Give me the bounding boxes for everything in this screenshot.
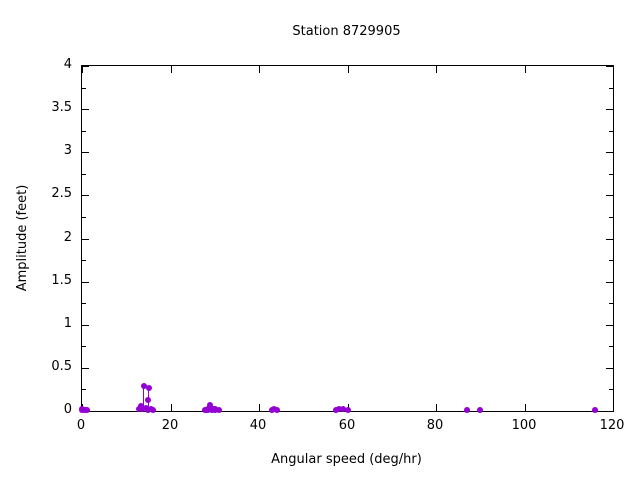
y-minor-tick (82, 217, 86, 218)
data-point (477, 407, 484, 414)
x-tick-label: 120 (599, 418, 625, 433)
y-tick-label: 1.5 (51, 273, 72, 288)
y-tick-label: 4 (63, 57, 72, 72)
x-tick (525, 404, 526, 411)
y-tick-mirror (606, 411, 613, 412)
y-tick-label: 2.5 (51, 186, 72, 201)
y-tick (82, 282, 89, 283)
data-point (463, 407, 470, 414)
x-tick-label: 80 (426, 418, 444, 433)
chart-title: Station 8729905 (292, 24, 401, 39)
x-tick-mirror (436, 66, 437, 73)
y-tick-mirror (606, 325, 613, 326)
data-point (145, 384, 152, 391)
x-tick-label: 20 (161, 418, 179, 433)
x-tick-label: 40 (249, 418, 267, 433)
y-tick-mirror (606, 239, 613, 240)
y-tick-mirror (606, 152, 613, 153)
x-tick-mirror (348, 66, 349, 73)
y-minor-tick-mirror (609, 88, 613, 89)
data-point (205, 407, 212, 414)
y-minor-tick (82, 131, 86, 132)
data-point (140, 382, 147, 389)
x-tick (259, 404, 260, 411)
data-point (83, 407, 90, 414)
y-tick (82, 66, 89, 67)
y-tick-label: 1 (63, 316, 72, 331)
x-tick (613, 404, 614, 411)
y-tick (82, 152, 89, 153)
data-point (212, 406, 219, 413)
x-tick (171, 404, 172, 411)
y-tick (82, 368, 89, 369)
data-point (138, 402, 145, 409)
x-tick-label: 60 (338, 418, 356, 433)
x-tick-label: 100 (511, 418, 537, 433)
y-tick (82, 239, 89, 240)
data-point (138, 406, 145, 413)
y-tick-mirror (606, 66, 613, 67)
y-tick (82, 109, 89, 110)
data-point (340, 406, 346, 413)
y-minor-tick (82, 174, 86, 175)
y-minor-tick (82, 303, 86, 304)
impulse-stem (143, 386, 145, 411)
y-minor-tick (82, 88, 86, 89)
y-tick (82, 195, 89, 196)
plot-area (79, 65, 614, 414)
data-point (273, 407, 280, 414)
x-tick-mirror (171, 66, 172, 73)
y-tick-label: 3.5 (51, 100, 72, 115)
y-minor-tick-mirror (609, 260, 613, 261)
y-minor-tick (82, 260, 86, 261)
y-minor-tick (82, 389, 86, 390)
data-point (150, 407, 157, 414)
y-minor-tick-mirror (609, 346, 613, 347)
data-point (207, 401, 214, 408)
y-tick-label: 3 (63, 143, 72, 158)
y-tick-mirror (606, 282, 613, 283)
x-tick-mirror (525, 66, 526, 73)
data-point (335, 406, 342, 413)
y-tick-label: 0.5 (51, 359, 72, 374)
x-tick-mirror (613, 66, 614, 73)
x-tick-mirror (82, 66, 83, 73)
y-minor-tick-mirror (609, 131, 613, 132)
x-tick (436, 404, 437, 411)
impulse-stem (148, 387, 150, 411)
x-axis-label: Angular speed (deg/hr) (271, 452, 422, 467)
y-minor-tick-mirror (609, 174, 613, 175)
x-tick-mirror (259, 66, 260, 73)
y-minor-tick-mirror (609, 217, 613, 218)
y-minor-tick-mirror (609, 389, 613, 390)
y-minor-tick (82, 346, 86, 347)
y-tick-mirror (606, 195, 613, 196)
y-tick-label: 0 (63, 402, 72, 417)
y-tick-mirror (606, 109, 613, 110)
y-tick-label: 2 (63, 230, 72, 245)
data-point (344, 407, 351, 414)
y-minor-tick-mirror (609, 303, 613, 304)
x-tick-label: 0 (76, 418, 86, 433)
y-tick-mirror (606, 368, 613, 369)
data-point (592, 407, 599, 414)
y-tick (82, 325, 89, 326)
data-point (216, 407, 223, 414)
